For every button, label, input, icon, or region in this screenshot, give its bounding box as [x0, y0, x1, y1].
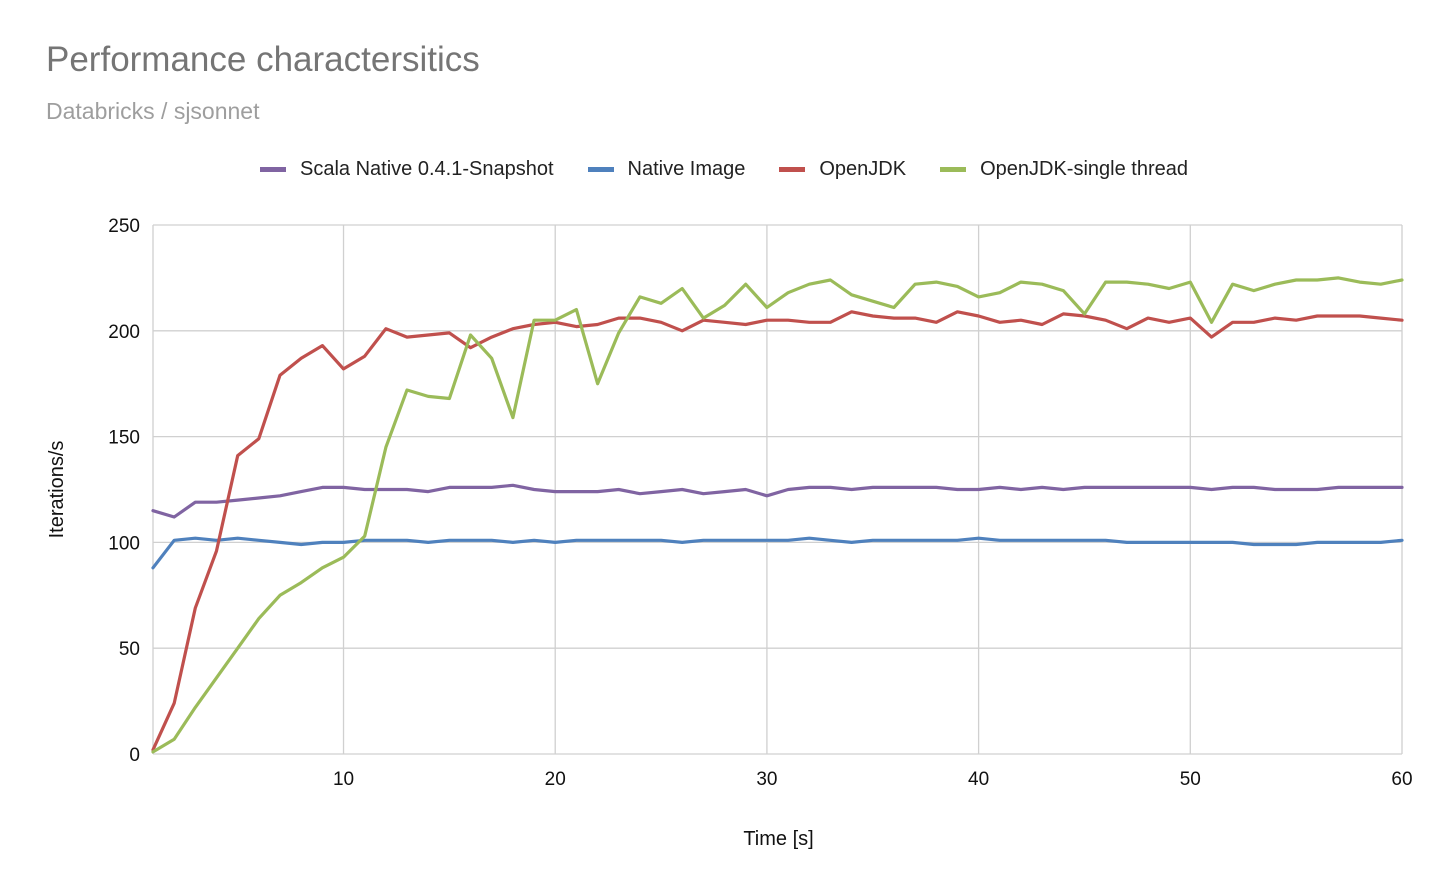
x-tick-label: 40 — [968, 769, 989, 790]
y-tick-label: 250 — [108, 216, 140, 237]
x-tick-label: 10 — [333, 769, 354, 790]
legend-swatch — [779, 167, 806, 172]
legend-label: Native Image — [627, 158, 746, 180]
legend-item: Scala Native 0.4.1-Snapshot — [260, 158, 554, 181]
x-axis-title: Time [s] — [743, 828, 813, 850]
y-tick-label: 100 — [108, 533, 140, 554]
y-tick-label: 50 — [119, 639, 140, 660]
legend-item: OpenJDK-single thread — [940, 158, 1188, 181]
x-tick-label: 60 — [1391, 769, 1412, 790]
legend-swatch — [940, 167, 967, 172]
y-tick-label: 150 — [108, 428, 140, 449]
y-tick-label: 200 — [108, 322, 140, 343]
y-axis-title: Iterations/s — [46, 441, 68, 539]
legend-label: OpenJDK — [819, 158, 907, 180]
series-line-openjdk-single-thread — [151, 276, 1404, 754]
series-line-scala-native-0-4-1-snapshot — [151, 483, 1404, 519]
legend-label: Scala Native 0.4.1-Snapshot — [300, 158, 554, 180]
x-tick-label: 20 — [545, 769, 566, 790]
y-tick-label: 0 — [129, 745, 140, 766]
x-tick-label: 50 — [1180, 769, 1201, 790]
series-line-openjdk — [151, 310, 1404, 752]
legend-swatch — [587, 167, 614, 172]
chart-subtitle: Databricks / sjsonnet — [46, 98, 260, 124]
legend-label: OpenJDK-single thread — [980, 158, 1188, 180]
legend-item: Native Image — [587, 158, 746, 181]
legend: Scala Native 0.4.1-Snapshot Native Image O… — [0, 158, 1448, 181]
legend-item: OpenJDK — [779, 158, 906, 181]
x-tick-label: 30 — [756, 769, 777, 790]
legend-swatch — [260, 167, 287, 172]
chart-title: Performance charactersitics — [46, 40, 480, 79]
